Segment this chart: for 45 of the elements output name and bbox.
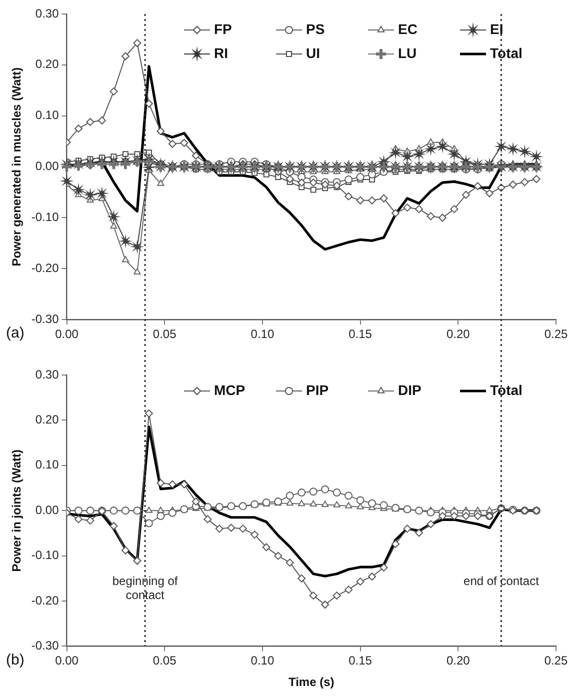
ref-line-label: beginning of contact bbox=[112, 574, 178, 602]
y-tick-label: -0.30 bbox=[31, 312, 60, 326]
x-tick-label: 0.25 bbox=[544, 327, 568, 342]
legend-label: MCP bbox=[214, 382, 246, 398]
text: (a) bbox=[6, 324, 24, 342]
x-axis-title: Time (s) bbox=[288, 675, 334, 690]
y-tick-label: 0.00 bbox=[35, 502, 60, 517]
text: (b) bbox=[6, 651, 24, 668]
legend-label: EI bbox=[490, 20, 504, 37]
legend-label: PIP bbox=[306, 382, 329, 398]
legend-label: PS bbox=[306, 20, 325, 37]
y-tick-label: -0.20 bbox=[31, 593, 60, 608]
x-tick-label: 0.20 bbox=[446, 327, 470, 342]
y-tick-label: -0.20 bbox=[31, 260, 60, 275]
x-tick-label: 0.10 bbox=[250, 654, 274, 668]
ref-line-label: end of contact bbox=[464, 574, 540, 588]
y-tick-label: 0.30 bbox=[35, 6, 60, 20]
x-tick-label: 0.25 bbox=[544, 654, 568, 668]
y-tick-label: -0.10 bbox=[31, 548, 60, 562]
legend-label: LU bbox=[398, 44, 417, 61]
y-tick-label: 0.20 bbox=[35, 412, 60, 427]
y-tick-label: 0.10 bbox=[35, 458, 60, 472]
y-tick-label: -0.10 bbox=[31, 210, 60, 224]
legend-label: Total bbox=[490, 44, 522, 61]
x-tick-label: 0.05 bbox=[152, 654, 177, 668]
y-tick-label: 0.00 bbox=[35, 159, 60, 174]
x-tick-label: 0.15 bbox=[348, 654, 372, 668]
legend-label: FP bbox=[214, 20, 232, 37]
y-tick-label: -0.30 bbox=[31, 638, 60, 653]
y-tick-label: 0.30 bbox=[35, 367, 60, 382]
legend-label: DIP bbox=[398, 382, 422, 398]
y-axis-title: Power in joints (Watt) bbox=[10, 449, 24, 572]
x-tick-label: 0.05 bbox=[152, 327, 177, 342]
x-tick-label: 0.20 bbox=[446, 654, 470, 668]
y-axis-title: Power generated in muscles (Watt) bbox=[10, 67, 24, 266]
x-tick-label: 0.10 bbox=[250, 327, 274, 342]
y-tick-label: 0.10 bbox=[35, 108, 60, 122]
x-tick-label: 0.00 bbox=[55, 327, 79, 342]
legend-label: UI bbox=[306, 44, 320, 61]
y-tick-label: 0.20 bbox=[35, 57, 60, 72]
x-tick-label: 0.15 bbox=[348, 327, 372, 342]
legend-label: EC bbox=[398, 20, 418, 37]
legend-label: Total bbox=[490, 382, 522, 398]
x-tick-label: 0.00 bbox=[55, 654, 79, 668]
legend-label: RI bbox=[214, 44, 228, 61]
